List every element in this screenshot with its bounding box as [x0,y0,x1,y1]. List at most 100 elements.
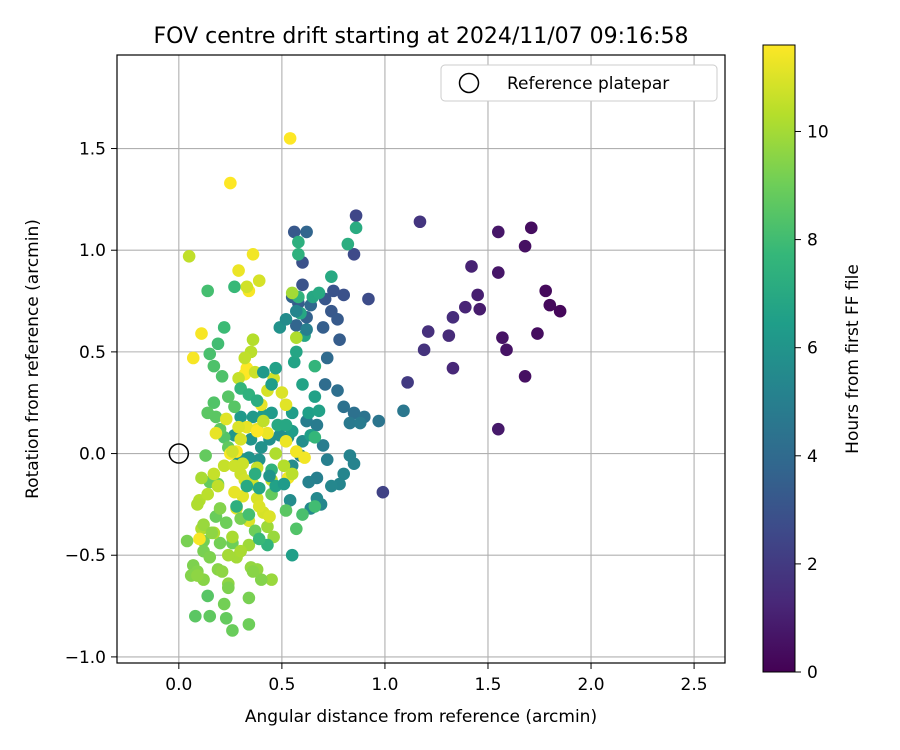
data-point [232,264,245,277]
data-point [277,477,291,491]
x-axis-ticks: 0.0 0.5 1.0 1.5 2.0 2.5 [165,663,708,695]
data-point [219,516,233,529]
data-point [211,479,225,493]
data-point [279,504,293,517]
data-point [279,398,293,412]
data-point [471,288,484,302]
data-point [182,250,196,263]
data-point [228,485,241,499]
data-point [228,400,241,414]
data-point [362,292,375,306]
legend-box [440,64,718,102]
data-point [283,494,297,507]
y-tick-label: 0.0 [79,445,106,465]
data-point [265,406,278,420]
data-point [417,343,431,357]
data-point [298,451,311,464]
x-tick-label: 1.0 [371,675,398,695]
x-tick-label: 0.5 [268,675,295,695]
data-point [308,500,322,513]
data-point [310,418,324,432]
data-point [287,225,301,239]
y-tick-label: −1.0 [65,648,106,668]
data-point [337,467,351,481]
legend-marker [458,72,480,94]
data-point [246,565,260,578]
data-point [215,565,229,578]
data-point [240,280,254,294]
data-point [290,304,303,318]
data-point [539,284,552,298]
data-point [320,351,334,365]
data-point [201,487,214,501]
data-point [215,369,229,383]
data-point [232,420,245,434]
data-point [191,569,204,582]
data-point [209,426,223,440]
colorbar: 0 2 4 6 8 10 Hours from first FF file [762,44,863,683]
data-point [201,589,214,603]
data-point [240,479,254,493]
data-point [292,247,305,261]
data-point [254,441,268,454]
data-point [421,325,435,338]
colorbar-ticks: 0 2 4 6 8 10 [795,122,829,683]
data-point [500,343,513,357]
data-point [296,278,309,292]
data-point [491,266,505,279]
data-point [226,624,239,637]
data-point [372,414,386,428]
data-point [191,498,204,511]
data-point [341,237,355,251]
data-point [197,518,210,532]
data-point [242,591,256,605]
data-point [221,548,235,562]
data-point [308,390,322,403]
colorbar-tick-label: 2 [807,555,818,575]
data-point [246,333,260,346]
data-point [257,414,270,428]
data-point [290,522,303,536]
y-axis-ticks: −1.0 −0.5 0.0 0.5 1.0 1.5 [65,140,117,668]
x-tick-label: 0.0 [165,675,192,695]
data-point [473,302,487,316]
data-point [217,321,231,334]
data-point [246,247,260,261]
data-point [531,327,544,340]
data-point [261,520,274,534]
data-point [327,284,340,298]
data-point [347,406,361,420]
data-point [465,260,478,273]
data-point [308,430,322,444]
x-tick-label: 2.5 [681,675,708,695]
data-point [279,418,293,432]
data-point [349,209,363,222]
data-point [250,394,264,407]
gridlines [117,55,725,663]
data-point [211,337,225,351]
data-point [318,378,332,391]
data-point [316,439,330,452]
data-point [459,300,472,314]
data-point [347,247,361,261]
data-point [186,351,200,365]
data-point [203,609,217,623]
data-point [242,508,256,521]
data-point [213,502,227,515]
data-point [397,404,410,418]
colorbar-gradient [762,44,796,673]
colorbar-label: Hours from first FF file [843,264,863,454]
colorbar-tick-label: 8 [807,231,818,251]
data-point [252,274,266,288]
data-point [353,416,367,430]
data-point [236,457,250,471]
y-tick-label: −0.5 [65,546,106,566]
data-point [300,323,313,336]
data-point [205,526,219,540]
data-point [302,475,315,489]
data-point [180,534,194,548]
data-point [263,510,276,523]
data-point [265,573,278,586]
data-point [234,544,247,558]
data-point [308,359,322,373]
